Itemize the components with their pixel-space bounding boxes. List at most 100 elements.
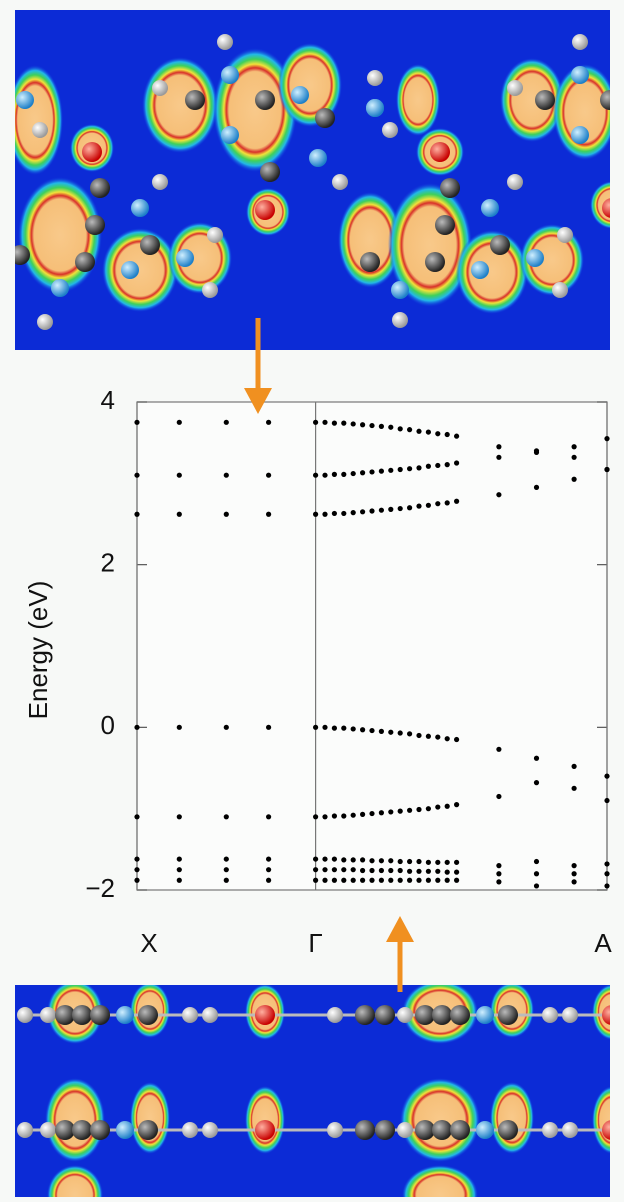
atom bbox=[202, 1007, 218, 1023]
band-point bbox=[571, 871, 577, 877]
band-point bbox=[604, 871, 610, 877]
band-point bbox=[571, 476, 577, 482]
atom bbox=[55, 1005, 75, 1025]
band-point bbox=[176, 472, 182, 478]
orbital-lobe bbox=[15, 65, 63, 175]
band-point bbox=[444, 869, 450, 875]
atom bbox=[207, 227, 223, 243]
atom bbox=[600, 90, 610, 110]
band-point bbox=[425, 502, 431, 508]
band-point bbox=[313, 867, 319, 873]
atom bbox=[202, 1122, 218, 1138]
band-point bbox=[533, 755, 540, 761]
atom bbox=[255, 1120, 275, 1140]
band-point bbox=[397, 867, 403, 874]
atom bbox=[182, 1122, 198, 1138]
band-point bbox=[533, 449, 540, 456]
band-point bbox=[444, 803, 450, 809]
band-point bbox=[322, 472, 328, 478]
atom bbox=[255, 90, 275, 110]
band-point bbox=[331, 877, 337, 883]
atom bbox=[116, 1121, 134, 1139]
band-point bbox=[416, 877, 422, 883]
atom bbox=[327, 1007, 343, 1023]
band-point bbox=[533, 871, 540, 877]
atom bbox=[415, 1005, 435, 1025]
band-point bbox=[350, 726, 356, 732]
orbital-lobe bbox=[102, 228, 178, 312]
band-point bbox=[397, 858, 403, 865]
band-point bbox=[454, 859, 460, 865]
band-point bbox=[378, 858, 384, 864]
band-point bbox=[266, 511, 272, 517]
atom bbox=[309, 149, 327, 167]
band-point bbox=[322, 867, 328, 873]
atom bbox=[85, 215, 105, 235]
band-point bbox=[369, 867, 375, 874]
band-point bbox=[350, 421, 356, 427]
band-point bbox=[360, 470, 366, 476]
band-point bbox=[322, 419, 328, 425]
atom bbox=[185, 90, 205, 110]
orbital-lobe bbox=[47, 1165, 103, 1197]
band-point bbox=[360, 727, 366, 733]
band-point bbox=[454, 877, 460, 883]
band-point bbox=[369, 810, 375, 817]
y-tick-label: −2 bbox=[85, 873, 115, 903]
band-point bbox=[425, 429, 431, 435]
band-point bbox=[369, 469, 375, 475]
band-point bbox=[350, 510, 356, 516]
band-point bbox=[378, 810, 384, 816]
band-point bbox=[341, 877, 347, 883]
atom bbox=[476, 1121, 494, 1139]
x-tick-label: Γ bbox=[308, 928, 322, 958]
orbital-top bbox=[15, 34, 610, 330]
band-point bbox=[223, 814, 229, 820]
orbital-lobe bbox=[402, 1165, 478, 1197]
orbital-lobe bbox=[45, 1078, 105, 1162]
band-point bbox=[266, 724, 272, 730]
band-point bbox=[425, 877, 431, 883]
band-point bbox=[350, 812, 356, 818]
band-point bbox=[350, 470, 356, 477]
atom bbox=[355, 1120, 375, 1140]
band-point bbox=[176, 724, 182, 730]
band-point bbox=[571, 763, 577, 769]
atom bbox=[217, 34, 233, 50]
band-point bbox=[369, 858, 375, 864]
band-point bbox=[266, 814, 272, 820]
band-point bbox=[407, 868, 413, 874]
atom bbox=[75, 252, 95, 272]
band-point bbox=[571, 444, 577, 450]
band-point bbox=[397, 466, 403, 473]
atom bbox=[602, 1120, 610, 1140]
band-point bbox=[416, 503, 422, 509]
band-point bbox=[341, 471, 347, 477]
atom bbox=[40, 1122, 56, 1138]
orbital-lobe bbox=[278, 43, 342, 127]
band-point bbox=[360, 877, 366, 883]
band-point bbox=[454, 498, 460, 504]
orbital-lobe bbox=[592, 985, 610, 1040]
band-point bbox=[266, 867, 272, 873]
band-point bbox=[425, 733, 431, 739]
band-point bbox=[134, 814, 140, 820]
plot: −2 0 2 4 X Γ A bbox=[85, 385, 612, 958]
atom bbox=[140, 235, 160, 255]
band-point bbox=[407, 858, 413, 865]
band-point bbox=[313, 724, 319, 730]
atom bbox=[255, 200, 275, 220]
atom bbox=[332, 174, 348, 190]
atom bbox=[72, 1120, 92, 1140]
band-point bbox=[266, 877, 272, 883]
band-point bbox=[378, 877, 384, 883]
band-point bbox=[444, 736, 450, 742]
band-point bbox=[350, 867, 356, 873]
band-point bbox=[266, 419, 272, 425]
band-point bbox=[407, 427, 413, 433]
atom bbox=[40, 1007, 56, 1023]
band-point bbox=[322, 814, 328, 820]
x-tick-label: A bbox=[594, 928, 612, 958]
orbital-lobe bbox=[18, 177, 102, 293]
